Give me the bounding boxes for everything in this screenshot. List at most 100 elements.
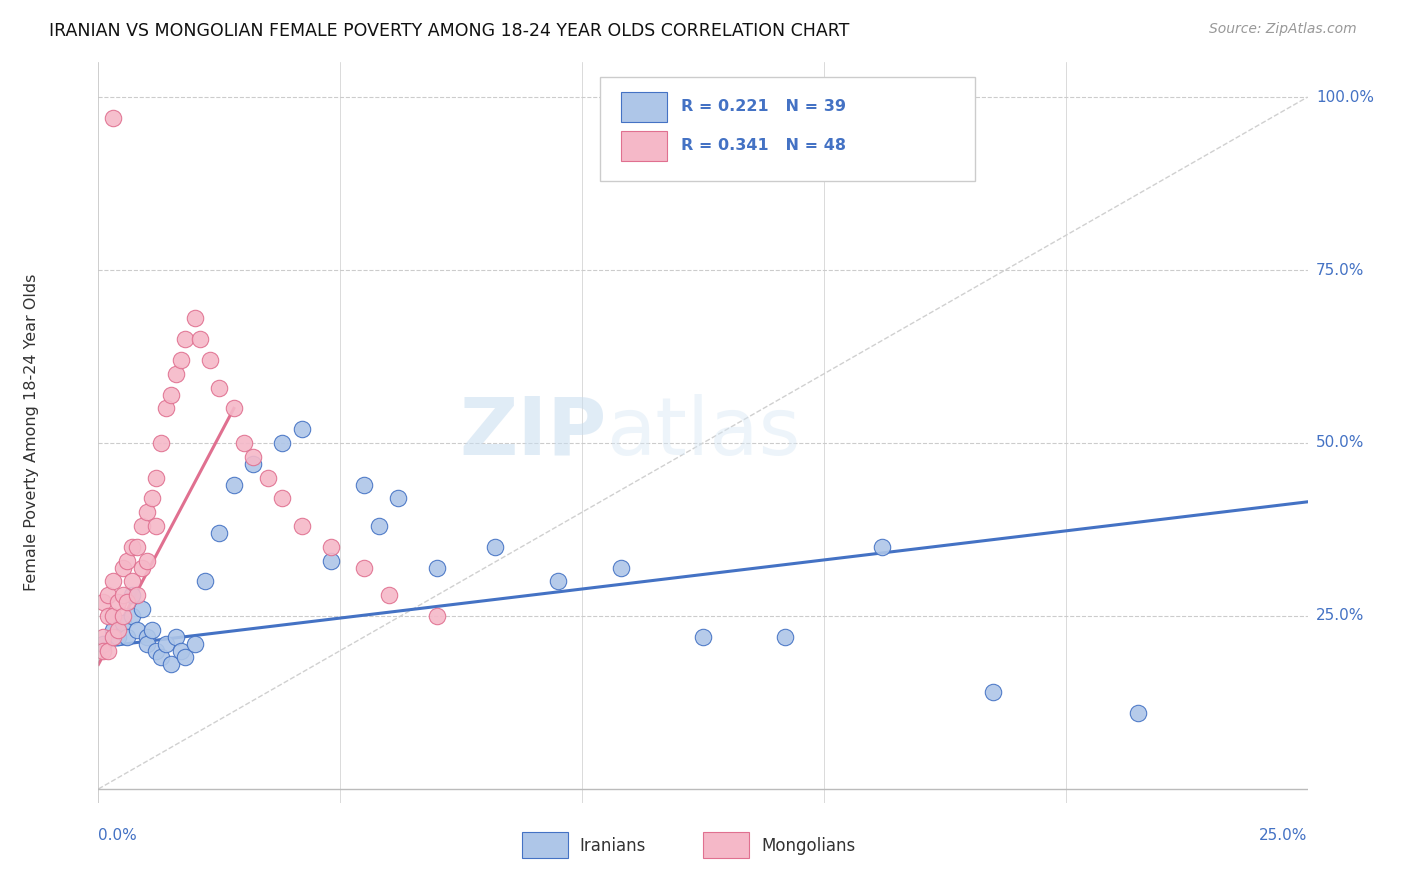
Point <box>117 554 139 568</box>
Point <box>141 491 163 506</box>
Point <box>174 650 197 665</box>
Point <box>101 111 124 125</box>
Point <box>107 595 129 609</box>
Point <box>484 540 506 554</box>
Point <box>981 685 1004 699</box>
Point <box>160 387 183 401</box>
Text: ZIP: ZIP <box>458 393 606 472</box>
Point <box>155 401 177 416</box>
Point <box>107 630 129 644</box>
Point <box>353 560 375 574</box>
Point <box>194 574 217 589</box>
Text: Female Poverty Among 18-24 Year Olds: Female Poverty Among 18-24 Year Olds <box>24 274 39 591</box>
FancyBboxPatch shape <box>600 78 976 181</box>
Point <box>127 540 149 554</box>
Point <box>101 609 124 624</box>
Point <box>426 609 449 624</box>
Point <box>184 637 207 651</box>
Point <box>426 560 449 574</box>
Point <box>97 588 120 602</box>
Point <box>131 560 153 574</box>
Point <box>169 643 191 657</box>
Point <box>319 554 342 568</box>
Point <box>271 491 294 506</box>
Text: 25.0%: 25.0% <box>1316 608 1364 624</box>
Point <box>135 505 157 519</box>
Point <box>692 630 714 644</box>
Text: R = 0.341   N = 48: R = 0.341 N = 48 <box>682 138 846 153</box>
Point <box>368 519 391 533</box>
Point <box>135 637 157 651</box>
Point <box>773 630 796 644</box>
Text: 100.0%: 100.0% <box>1316 89 1374 104</box>
Point <box>97 643 120 657</box>
Point <box>377 588 399 602</box>
Point <box>127 588 149 602</box>
Point <box>319 540 342 554</box>
Point <box>91 630 114 644</box>
Point <box>290 422 312 436</box>
FancyBboxPatch shape <box>522 832 568 858</box>
Point <box>121 574 143 589</box>
FancyBboxPatch shape <box>621 131 666 161</box>
Point <box>165 630 187 644</box>
Point <box>101 630 124 644</box>
Point <box>141 623 163 637</box>
FancyBboxPatch shape <box>703 832 749 858</box>
Point <box>271 436 294 450</box>
Point <box>387 491 409 506</box>
Point <box>135 630 157 644</box>
Text: Source: ZipAtlas.com: Source: ZipAtlas.com <box>1209 22 1357 37</box>
Text: IRANIAN VS MONGOLIAN FEMALE POVERTY AMONG 18-24 YEAR OLDS CORRELATION CHART: IRANIAN VS MONGOLIAN FEMALE POVERTY AMON… <box>49 22 849 40</box>
Text: 75.0%: 75.0% <box>1316 262 1364 277</box>
Text: 50.0%: 50.0% <box>1316 435 1364 450</box>
Point <box>222 477 245 491</box>
Point <box>121 588 143 602</box>
Point <box>870 540 893 554</box>
Point <box>160 657 183 672</box>
Point <box>353 477 375 491</box>
Point <box>169 353 191 368</box>
Point <box>135 554 157 568</box>
Point <box>101 623 124 637</box>
Point <box>150 650 173 665</box>
Point <box>91 595 114 609</box>
Text: 25.0%: 25.0% <box>1260 828 1308 843</box>
Point <box>232 436 254 450</box>
Point <box>145 519 167 533</box>
Point <box>101 574 124 589</box>
Point <box>111 615 134 630</box>
Point <box>121 609 143 624</box>
Point <box>184 311 207 326</box>
Point <box>121 540 143 554</box>
Point <box>174 332 197 346</box>
Point <box>290 519 312 533</box>
Point <box>145 643 167 657</box>
Point <box>117 595 139 609</box>
Point <box>198 353 221 368</box>
Point <box>165 367 187 381</box>
Point <box>97 609 120 624</box>
Point <box>610 560 633 574</box>
Text: atlas: atlas <box>606 393 800 472</box>
Text: R = 0.221   N = 39: R = 0.221 N = 39 <box>682 99 846 113</box>
FancyBboxPatch shape <box>621 92 666 121</box>
Point <box>127 623 149 637</box>
Point <box>208 381 231 395</box>
Text: 0.0%: 0.0% <box>98 828 138 843</box>
Point <box>107 623 129 637</box>
Point <box>256 470 278 484</box>
Text: Iranians: Iranians <box>579 838 645 855</box>
Point <box>111 609 134 624</box>
Point <box>111 560 134 574</box>
Point <box>547 574 569 589</box>
Point <box>111 588 134 602</box>
Point <box>242 450 264 464</box>
Point <box>155 637 177 651</box>
Point <box>131 519 153 533</box>
Text: Mongolians: Mongolians <box>761 838 855 855</box>
Point <box>208 525 231 540</box>
Point <box>188 332 211 346</box>
Point <box>1128 706 1150 720</box>
Point <box>91 637 114 651</box>
